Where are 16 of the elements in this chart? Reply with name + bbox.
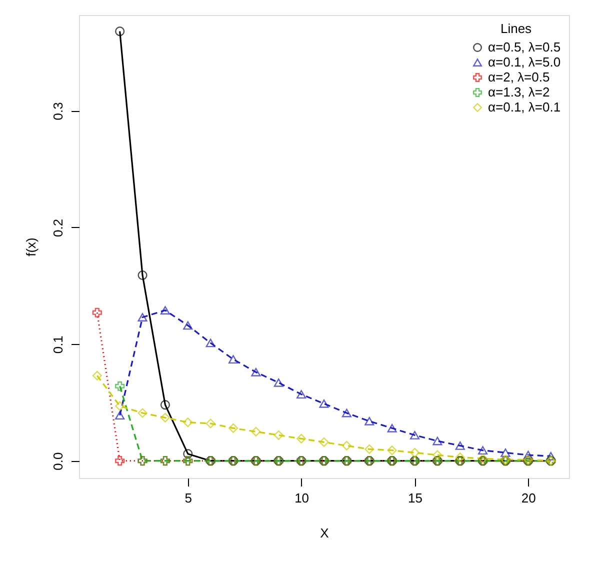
y-axis-title: f(x) [24, 238, 38, 256]
y-tick-label: 0.0 [50, 452, 66, 470]
legend-title: Lines [500, 21, 532, 36]
y-tick-label: 0.1 [50, 336, 66, 354]
y-tick-label: 0.2 [50, 218, 66, 237]
legend-label: α=0.5, λ=0.5 [488, 40, 561, 54]
legend-label: α=1.3, λ=2 [488, 84, 550, 100]
legend-label: α=0.1, λ=0.1 [488, 100, 561, 114]
legend-label: α=0.1, λ=5.0 [488, 54, 561, 70]
x-tick-label: 15 [408, 490, 422, 506]
legend-label: α=2, λ=0.5 [488, 70, 550, 84]
x-tick-label: 20 [521, 490, 536, 506]
y-tick-label: 0.3 [50, 102, 66, 120]
x-axis-title: X [320, 526, 330, 540]
x-tick-label: 10 [294, 490, 310, 506]
x-tick-label: 5 [184, 490, 192, 506]
